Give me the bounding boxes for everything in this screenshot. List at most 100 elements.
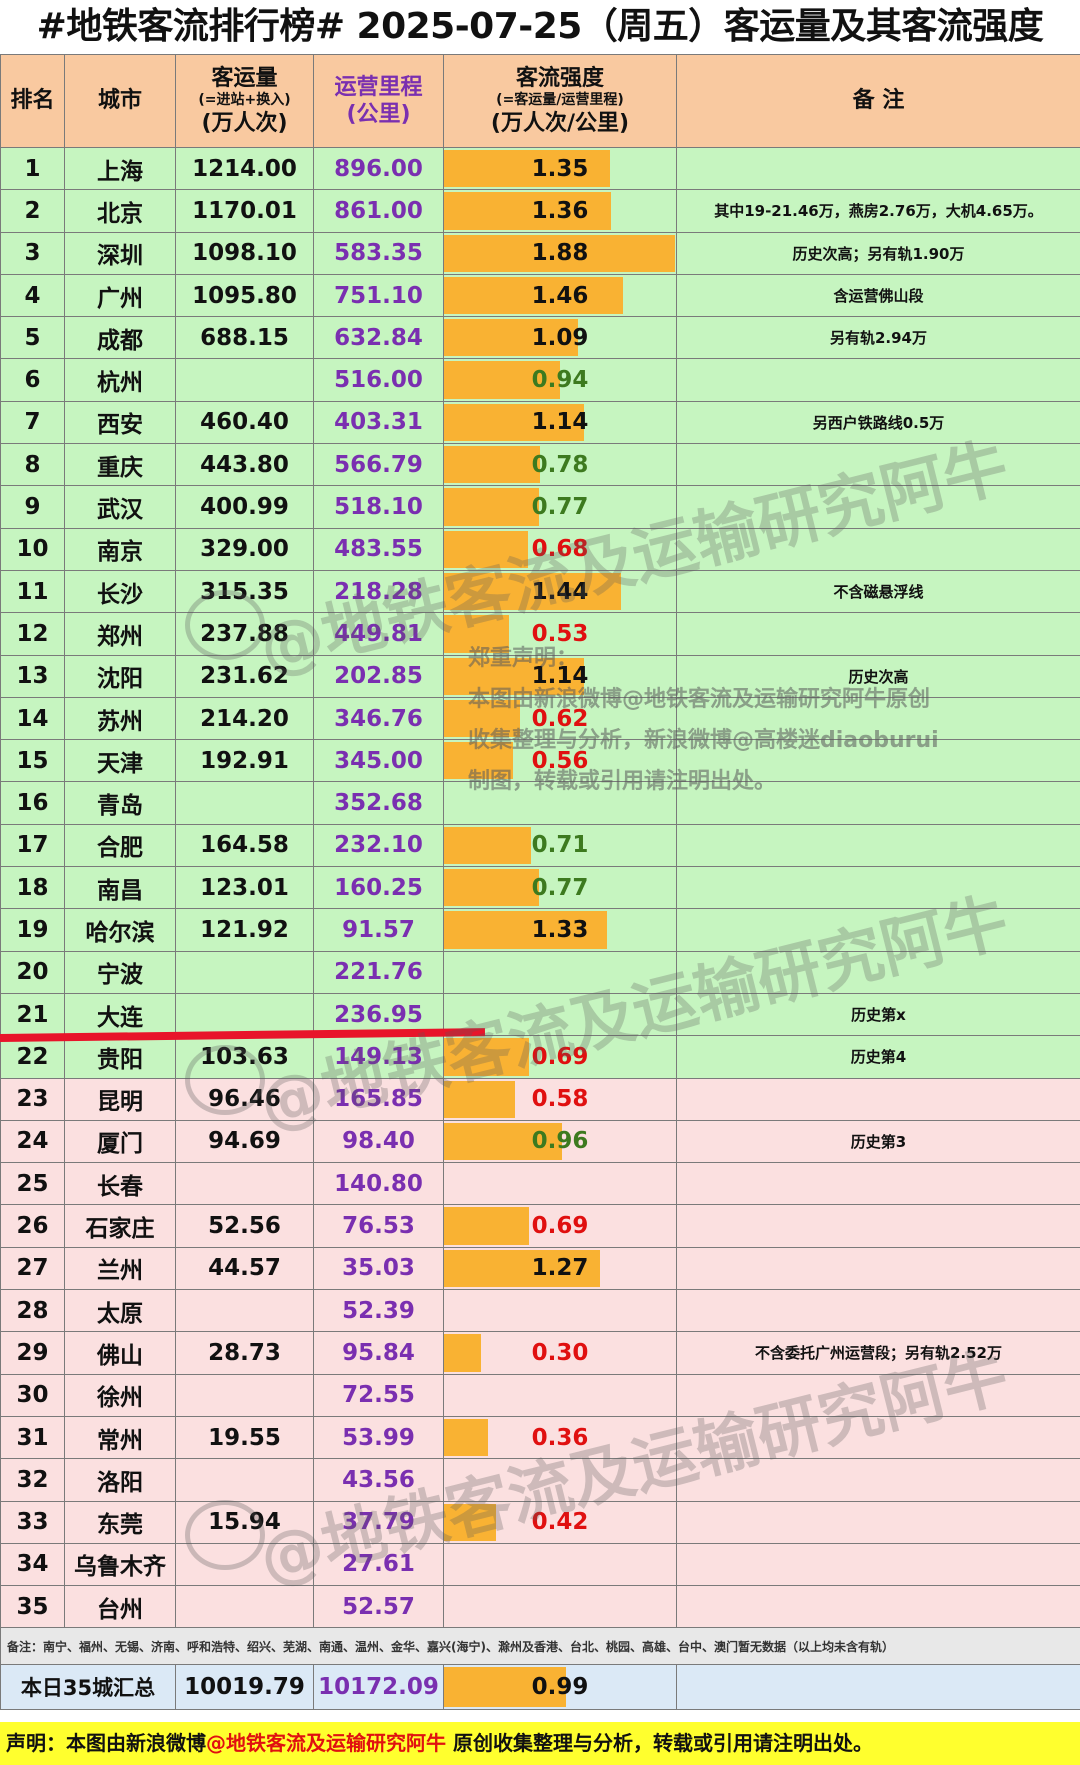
intensity-bar: [444, 1249, 600, 1288]
intensity-cell: 0.71: [443, 823, 677, 868]
mileage-cell: 346.76: [313, 696, 444, 741]
header-volume-title: 客运量: [211, 65, 278, 91]
volume-cell: 94.69: [175, 1119, 314, 1164]
table-row: 3 深圳 1098.10 583.35 1.88 历史次高；另有轨1.90万: [0, 231, 1080, 275]
statement-prefix: 声明：本图由新浪微博: [6, 1731, 206, 1755]
rank-cell: 2: [0, 189, 65, 233]
volume-cell: 28.73: [175, 1331, 314, 1375]
mileage-cell: 221.76: [313, 950, 444, 994]
intensity-cell: [443, 1458, 677, 1502]
intensity-value: 1.27: [531, 1255, 589, 1282]
note-cell: 历史次高；另有轨1.90万: [676, 231, 1080, 275]
rank-cell: 24: [0, 1119, 65, 1164]
header-city: 城市: [64, 54, 176, 148]
volume-cell: [175, 1373, 314, 1417]
rank-cell: 21: [0, 992, 65, 1037]
intensity-value: 1.14: [531, 409, 589, 436]
ranking-table: 排名 城市 客运量 (=进站+换入) (万人次) 运营里程 (公里) 客流强度 …: [0, 54, 1080, 1711]
city-cell: 西安: [64, 400, 176, 445]
intensity-cell: 0.42: [443, 1500, 677, 1544]
footnote-row: 备注：南宁、福州、无锡、济南、呼和浩特、绍兴、芜湖、南通、温州、金华、嘉兴(海宁…: [0, 1627, 1080, 1666]
rank-cell: 5: [0, 316, 65, 360]
intensity-value: [445, 783, 676, 823]
mileage-cell: 149.13: [313, 1035, 444, 1079]
table-row: 26 石家庄 52.56 76.53 0.69: [0, 1204, 1080, 1248]
intensity-bar: [444, 488, 539, 526]
city-cell: 重庆: [64, 443, 176, 487]
city-cell: 南昌: [64, 866, 176, 910]
table-row: 22 贵阳 103.63 149.13 0.69 历史第4: [0, 1035, 1080, 1079]
volume-cell: 1095.80: [175, 273, 314, 318]
volume-cell: [175, 781, 314, 825]
city-cell: 东莞: [64, 1500, 176, 1544]
intensity-cell: 1.09: [443, 316, 677, 360]
table-row: 14 苏州 214.20 346.76 0.62: [0, 696, 1080, 741]
table-row: 32 洛阳 43.56: [0, 1458, 1080, 1502]
header-intensity-title: 客流强度: [515, 65, 604, 91]
city-cell: 大连: [64, 992, 176, 1037]
intensity-bar: [444, 1334, 481, 1372]
intensity-value: [445, 1164, 676, 1204]
intensity-cell: 1.88: [443, 231, 677, 275]
intensity-value: 0.77: [531, 494, 589, 521]
rank-cell: 19: [0, 908, 65, 952]
total-volume: 10019.79: [175, 1664, 314, 1711]
mileage-cell: 403.31: [313, 400, 444, 445]
table-row: 28 太原 52.39: [0, 1289, 1080, 1333]
intensity-bar: [444, 1122, 562, 1161]
intensity-cell: [443, 1289, 677, 1333]
table-row: 30 徐州 72.55: [0, 1373, 1080, 1417]
intensity-cell: 0.68: [443, 527, 677, 571]
note-cell: [676, 612, 1080, 656]
mileage-cell: 516.00: [313, 358, 444, 402]
note-cell: [676, 1500, 1080, 1544]
volume-cell: [175, 1289, 314, 1333]
note-cell: 不含委托广州运营段；另有轨2.52万: [676, 1331, 1080, 1375]
volume-cell: 1098.10: [175, 231, 314, 275]
intensity-bar: [444, 1080, 515, 1118]
intensity-value: 0.62: [531, 705, 589, 732]
intensity-bar: [444, 192, 611, 230]
intensity-value: 1.09: [531, 324, 589, 351]
rank-cell: 4: [0, 273, 65, 318]
intensity-value: 0.30: [531, 1339, 589, 1366]
table-row: 27 兰州 44.57 35.03 1.27: [0, 1246, 1080, 1291]
rank-cell: 33: [0, 1500, 65, 1544]
table-row: 8 重庆 443.80 566.79 0.78: [0, 443, 1080, 487]
rank-cell: 34: [0, 1542, 65, 1587]
table-row: 24 厦门 94.69 98.40 0.96 历史第3: [0, 1119, 1080, 1164]
volume-cell: 121.92: [175, 908, 314, 952]
note-cell: [676, 485, 1080, 529]
table-row: 10 南京 329.00 483.55 0.68: [0, 527, 1080, 571]
footnote-text: 备注：南宁、福州、无锡、济南、呼和浩特、绍兴、芜湖、南通、温州、金华、嘉兴(海宁…: [0, 1627, 1080, 1666]
mileage-cell: 566.79: [313, 443, 444, 487]
intensity-bar: [444, 699, 520, 738]
intensity-cell: 1.14: [443, 654, 677, 698]
intensity-bar: [444, 572, 621, 611]
header-intensity: 客流强度 (=客运量/运营里程) (万人次/公里): [443, 54, 677, 148]
intensity-value: 0.68: [531, 536, 589, 563]
header-intensity-unit: (万人次/公里): [490, 110, 630, 136]
header-volume-formula: (=进站+换入): [198, 92, 291, 109]
city-cell: 宁波: [64, 950, 176, 994]
intensity-bar: [444, 234, 675, 272]
intensity-cell: 0.78: [443, 443, 677, 487]
mileage-cell: 232.10: [313, 823, 444, 868]
table-row: 29 佛山 28.73 95.84 0.30 不含委托广州运营段；另有轨2.52万: [0, 1331, 1080, 1375]
table-row: 33 东莞 15.94 37.79 0.42: [0, 1500, 1080, 1544]
intensity-value: 1.14: [531, 663, 589, 690]
intensity-cell: 0.94: [443, 358, 677, 402]
volume-cell: [175, 1585, 314, 1629]
mileage-cell: 27.61: [313, 1542, 444, 1587]
mileage-cell: 140.80: [313, 1162, 444, 1206]
intensity-cell: 0.69: [443, 1035, 677, 1079]
city-cell: 贵阳: [64, 1035, 176, 1079]
intensity-cell: 1.27: [443, 1246, 677, 1291]
volume-cell: [175, 992, 314, 1037]
rank-cell: 25: [0, 1162, 65, 1206]
mileage-cell: 449.81: [313, 612, 444, 656]
table-row: 5 成都 688.15 632.84 1.09 另有轨2.94万: [0, 316, 1080, 360]
volume-cell: 688.15: [175, 316, 314, 360]
rank-cell: 17: [0, 823, 65, 868]
rank-cell: 1: [0, 146, 65, 191]
